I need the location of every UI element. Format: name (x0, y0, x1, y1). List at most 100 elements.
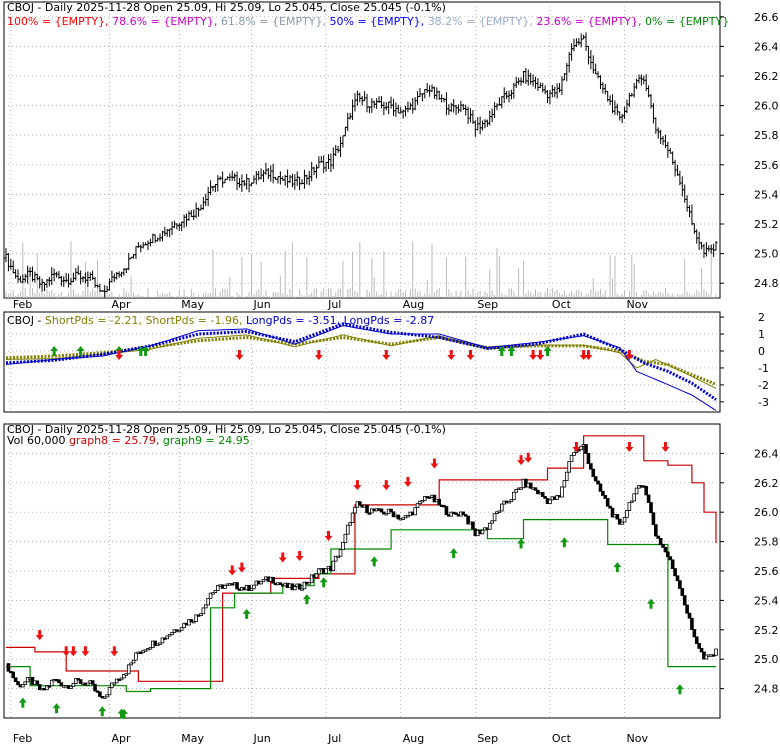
trend-block-up (572, 452, 576, 456)
trend-block-up (167, 634, 172, 637)
price-y-tick-label: 26.4 (754, 40, 779, 53)
trend-bars (6, 444, 718, 699)
trend-block-down (357, 501, 362, 506)
trend-block-up (194, 614, 198, 622)
trend-block-up (548, 499, 552, 504)
trend-block-up (122, 674, 126, 679)
price-panel-title: CBOJ - Daily 2025-11-28 Open 25.09, Hi 2… (7, 1, 446, 14)
trend-block-up (223, 585, 227, 589)
trend-block-up (714, 648, 718, 656)
indicator-sell-arrow (529, 350, 538, 360)
trend-block-up (73, 678, 78, 685)
trend-x-tick-label: Feb (13, 732, 32, 745)
trend-block-up (102, 696, 107, 699)
trend-block-down (598, 483, 603, 492)
trend-block-up (324, 568, 328, 574)
price-y-tick-label: 26.2 (754, 70, 779, 83)
indicator-legend-item-2: ShortPds = -1.96, (145, 314, 246, 327)
trend-sell-arrow (524, 452, 533, 463)
trend-x-tick-label: May (181, 732, 204, 745)
indicator-y-tick-label: -3 (758, 396, 769, 409)
trend-block-up (420, 500, 425, 503)
trend-block-down (663, 546, 668, 553)
trend-block-down (697, 643, 701, 649)
trend-block-down (666, 551, 670, 558)
trend-block-down (654, 524, 658, 537)
trend-block-down (682, 595, 687, 606)
fib-legend-item-2: 61.8% = {EMPTY}, (221, 15, 330, 28)
trend-block-up (519, 487, 523, 490)
price-x-tick-label: Aug (403, 298, 424, 311)
trend-block-up (333, 555, 338, 562)
price-x-tick-label: Apr (111, 298, 131, 311)
trend-block-down (432, 494, 437, 503)
trend-block-down (59, 682, 64, 687)
trend-block-down (591, 468, 596, 477)
trend-x-tick-label: Sep (477, 732, 498, 745)
trend-block-down (603, 495, 608, 499)
trend-y-tick-label: 26.0 (754, 506, 779, 519)
price-y-tick-label: 26.6 (754, 11, 779, 24)
trend-block-down (699, 647, 704, 653)
indicator-buy-arrow (76, 346, 85, 356)
trend-block-down (379, 508, 384, 513)
indicator-sell-arrow (536, 350, 545, 360)
trend-block-down (543, 496, 547, 499)
trend-block-down (93, 683, 97, 692)
indicator-sell-arrow (579, 350, 588, 360)
trend-block-up (629, 500, 634, 503)
trend-block-up (449, 511, 454, 517)
trend-x-tick-label: Apr (111, 732, 131, 745)
trend-block-up (341, 542, 345, 551)
price-x-tick-label: Jul (327, 298, 341, 311)
trend-block-up (148, 647, 153, 650)
trend-block-down (675, 575, 680, 582)
indicator-y-tick-label: -1 (758, 362, 769, 375)
trend-block-up (134, 652, 138, 661)
price-bars (4, 32, 718, 298)
trend-block-up (119, 677, 124, 681)
trend-panel-title: CBOJ - Daily 2025-11-28 Open 25.09, Hi 2… (7, 423, 446, 436)
trend-block-up (170, 632, 174, 635)
trend-block-down (391, 511, 396, 518)
trend-block-up (350, 512, 355, 524)
trend-sell-arrow (35, 630, 44, 641)
indicator-lines (5, 322, 717, 411)
trend-block-down (389, 508, 393, 513)
trend-block-up (129, 662, 133, 666)
trend-block-down (605, 498, 610, 507)
trend-block-up (300, 588, 304, 591)
price-y-tick-label: 25.4 (754, 188, 779, 201)
trend-block-up (49, 679, 54, 687)
trend-block-up (331, 560, 336, 572)
trend-block-up (507, 501, 511, 504)
trend-block-up (555, 495, 559, 500)
trend-block-down (454, 512, 458, 515)
trend-y-tick-label: 24.8 (754, 683, 779, 696)
price-y-tick-label: 25.0 (754, 248, 779, 261)
trend-block-up (309, 574, 314, 583)
trend-block-up (112, 682, 117, 685)
trend-block-up (567, 461, 571, 473)
trend-buy-arrow (675, 684, 684, 695)
trend-block-down (6, 663, 11, 672)
trend-y-tick-label: 25.0 (754, 653, 779, 666)
trend-buy-arrow (647, 598, 656, 609)
indicator-y-tick-label: 0 (758, 345, 765, 358)
trend-block-up (632, 493, 636, 502)
trend-block-up (345, 524, 350, 535)
trend-block-down (690, 617, 694, 630)
trend-block-down (444, 506, 449, 516)
trend-block-up (413, 507, 417, 516)
trend-block-up (143, 649, 148, 652)
trend-sell-arrow (572, 442, 581, 452)
trend-block-up (158, 642, 162, 645)
trend-block-down (610, 507, 615, 518)
trend-block-up (353, 506, 357, 514)
trend-block-down (617, 518, 622, 525)
trend-block-up (512, 491, 516, 501)
trend-block-up (187, 619, 191, 626)
trend-block-down (656, 535, 661, 539)
trend-block-down (235, 582, 239, 590)
trend-block-up (704, 654, 709, 660)
